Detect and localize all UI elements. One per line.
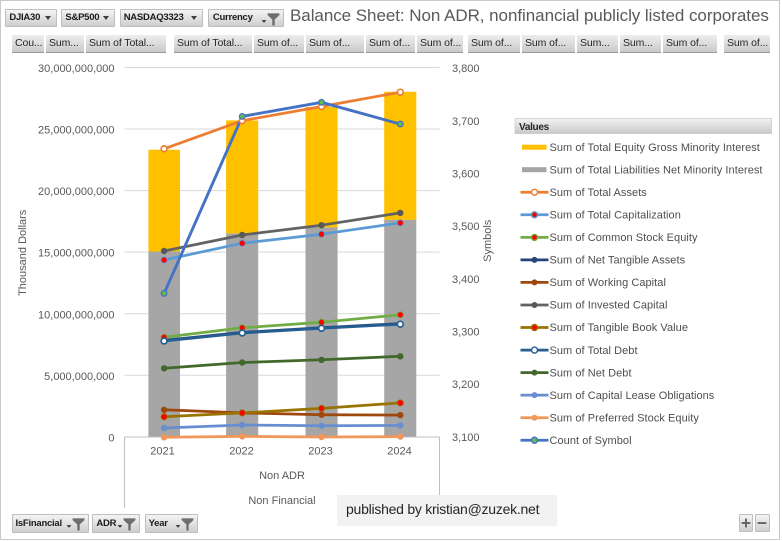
svg-text:30,000,000,000: 30,000,000,000 bbox=[38, 63, 114, 75]
svg-text:15,000,000,000: 15,000,000,000 bbox=[38, 248, 114, 260]
svg-text:3,800: 3,800 bbox=[452, 63, 480, 75]
svg-text:Sum of Invested Capital: Sum of Invested Capital bbox=[550, 300, 668, 312]
svg-text:3,700: 3,700 bbox=[452, 116, 480, 128]
svg-text:Values: Values bbox=[519, 122, 550, 133]
svg-text:Sum of Total Assets: Sum of Total Assets bbox=[550, 187, 648, 199]
svg-text:20,000,000,000: 20,000,000,000 bbox=[38, 186, 114, 198]
svg-text:Sum of Preferred Stock Equity: Sum of Preferred Stock Equity bbox=[550, 412, 700, 424]
svg-text:0: 0 bbox=[108, 432, 114, 444]
svg-text:Sum of Common Stock Equity: Sum of Common Stock Equity bbox=[550, 232, 698, 244]
svg-text:25,000,000,000: 25,000,000,000 bbox=[38, 125, 114, 137]
svg-text:3,100: 3,100 bbox=[452, 432, 480, 444]
svg-text:Sum of Total Debt: Sum of Total Debt bbox=[550, 345, 638, 357]
svg-text:Count of Symbol: Count of Symbol bbox=[550, 435, 632, 447]
svg-text:Symbols: Symbols bbox=[482, 219, 494, 262]
svg-text:2023: 2023 bbox=[308, 445, 332, 457]
svg-text:3,200: 3,200 bbox=[452, 379, 480, 391]
svg-text:2021: 2021 bbox=[150, 445, 174, 457]
svg-text:Non Financial: Non Financial bbox=[248, 495, 315, 507]
svg-text:Sum of Capital Lease Obligatio: Sum of Capital Lease Obligations bbox=[550, 390, 715, 402]
svg-text:Thousand Dollars: Thousand Dollars bbox=[17, 209, 29, 296]
svg-text:2022: 2022 bbox=[229, 445, 253, 457]
svg-text:Sum of Net Tangible Assets: Sum of Net Tangible Assets bbox=[550, 255, 686, 267]
svg-text:10,000,000,000: 10,000,000,000 bbox=[38, 309, 114, 321]
svg-text:3,400: 3,400 bbox=[452, 274, 480, 286]
svg-text:5,000,000,000: 5,000,000,000 bbox=[44, 371, 114, 383]
svg-text:Sum of Net Debt: Sum of Net Debt bbox=[550, 367, 632, 379]
svg-text:2024: 2024 bbox=[387, 445, 411, 457]
svg-text:3,300: 3,300 bbox=[452, 327, 480, 339]
svg-text:3,600: 3,600 bbox=[452, 169, 480, 181]
svg-text:Non ADR: Non ADR bbox=[259, 470, 305, 482]
svg-text:Sum of Total Capitalization: Sum of Total Capitalization bbox=[550, 210, 681, 222]
svg-text:Sum of Working Capital: Sum of Working Capital bbox=[550, 277, 666, 289]
svg-text:3,500: 3,500 bbox=[452, 221, 480, 233]
svg-text:Sum of Total Equity Gross Mino: Sum of Total Equity Gross Minority Inter… bbox=[550, 142, 760, 154]
svg-text:Sum of Total Liabilities Net M: Sum of Total Liabilities Net Minority In… bbox=[550, 164, 763, 176]
svg-text:Sum of Tangible Book Value: Sum of Tangible Book Value bbox=[550, 322, 688, 334]
